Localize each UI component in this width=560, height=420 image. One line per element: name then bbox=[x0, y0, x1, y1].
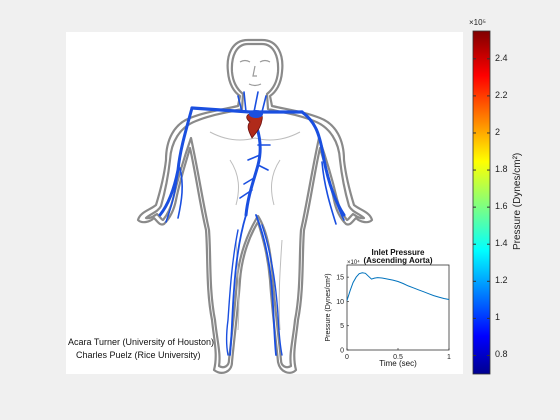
vessel-carotids bbox=[237, 91, 267, 113]
colorbar-tick-label: 1.4 bbox=[495, 238, 508, 249]
credit-line-1: Acara Turner (University of Houston) bbox=[68, 337, 215, 347]
colorbar-tick-label: 0.8 bbox=[495, 349, 508, 360]
colorbar-tick-label: 1.6 bbox=[495, 201, 508, 212]
face bbox=[239, 59, 271, 87]
heart bbox=[246, 110, 263, 139]
vessel-left-forearm bbox=[165, 167, 183, 223]
colorbar-gradient bbox=[472, 30, 491, 375]
right-eye bbox=[259, 59, 271, 63]
vessel-branches bbox=[239, 144, 271, 199]
colorbar-tick-marks bbox=[473, 58, 490, 356]
colorbar-tick-label: 2.2 bbox=[495, 89, 508, 100]
colorbar-tick-label: 1.2 bbox=[495, 275, 508, 286]
vessel-right-leg bbox=[255, 214, 277, 356]
colorbar-tick-label: 2 bbox=[495, 126, 501, 137]
nose bbox=[252, 65, 257, 77]
detail-chest bbox=[209, 131, 301, 141]
vessel-left-leg-2 bbox=[225, 229, 239, 356]
outline-inner bbox=[144, 42, 366, 369]
detail-left-leg bbox=[235, 239, 240, 331]
colorbar-tick-label: 2.4 bbox=[495, 52, 508, 63]
credit-line-2: Charles Puelz (Rice University) bbox=[76, 350, 201, 360]
detail-right-leg bbox=[278, 239, 283, 331]
vessel-tree bbox=[158, 91, 346, 356]
colorbar-tick-label: 1 bbox=[495, 312, 501, 323]
body-details bbox=[209, 131, 301, 331]
vessel-right-forearm bbox=[321, 159, 345, 225]
heart-atria bbox=[249, 110, 263, 118]
colorbar-exponent: ×10⁵ bbox=[469, 18, 486, 27]
colorbar-label: Pressure (Dynes/cm²) bbox=[512, 152, 523, 250]
heart-shape bbox=[246, 111, 263, 139]
vessel-right-leg-2 bbox=[261, 224, 283, 356]
mouth bbox=[248, 83, 262, 87]
vessel-left-leg bbox=[229, 214, 247, 356]
detail-abdomen bbox=[229, 159, 281, 206]
left-eye bbox=[239, 59, 251, 63]
colorbar-tick-label: 1.8 bbox=[495, 164, 508, 175]
